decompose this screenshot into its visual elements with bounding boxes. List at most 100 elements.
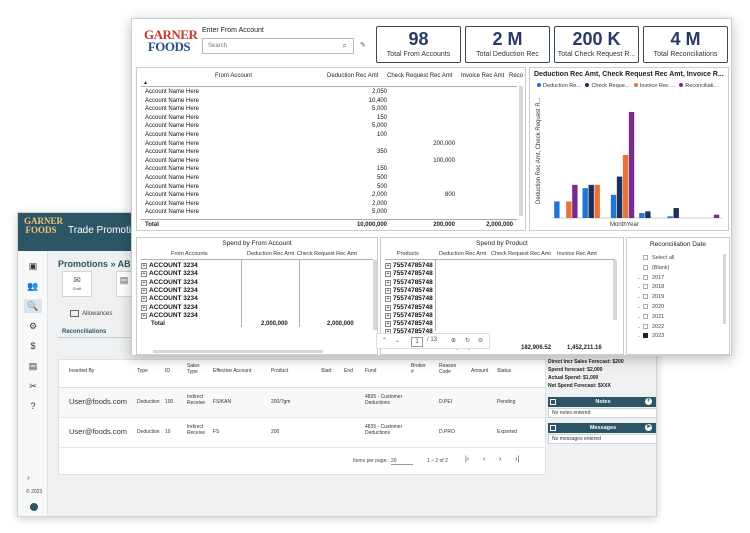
slicer-option[interactable]: ⌄ 2023 (637, 332, 664, 340)
col-effective-account[interactable]: Effective Account (213, 368, 252, 374)
table-row[interactable]: +75574785748 (385, 304, 433, 312)
add-note-icon[interactable]: + (645, 398, 652, 405)
table-row[interactable]: Account Name Here 5,000 (141, 105, 517, 114)
zoom-in-icon[interactable]: ⊕ (451, 338, 457, 344)
next-page-icon[interactable]: › (499, 456, 502, 463)
people-icon[interactable]: 👥 (27, 281, 39, 291)
messages-header[interactable]: Messages ➤ (548, 423, 656, 433)
expand-icon[interactable]: + (385, 287, 391, 294)
table-row[interactable]: + ACCOUNT 3234 (141, 312, 198, 320)
table-row[interactable]: +75574785748 (385, 320, 433, 328)
expand-icon[interactable]: + (141, 279, 147, 286)
col-reason-code[interactable]: Reason Code (439, 363, 457, 375)
table-row[interactable]: Account Name Here 2,000 (141, 200, 517, 209)
clear-filter-icon[interactable]: ✎ (360, 42, 366, 49)
table-row[interactable]: +75574785748 (385, 270, 433, 278)
chevron-down-icon[interactable]: ⌄ (637, 333, 642, 340)
page-down-icon[interactable]: ⌄ (395, 338, 401, 344)
slicer-option[interactable]: ⌄ 2021 (637, 313, 664, 321)
expand-rail-icon[interactable]: › (27, 473, 30, 482)
page-up-icon[interactable]: ⌃ (382, 338, 388, 344)
bar[interactable] (645, 211, 651, 218)
expand-icon[interactable]: + (385, 279, 391, 286)
slicer-option[interactable]: ⌄ 2017 (637, 274, 664, 282)
col-invoice[interactable]: Invoice Rec Amt (557, 251, 597, 257)
account-search-input[interactable]: Search ⌕ (202, 38, 354, 54)
legend-label[interactable]: Invoice Rec ... (639, 83, 675, 89)
table-row[interactable]: User@foods.com Deduction 10 Indirect Rec… (59, 418, 545, 448)
vertical-scrollbar[interactable] (613, 260, 617, 320)
chevron-down-icon[interactable]: ⌄ (637, 294, 642, 301)
checkbox[interactable] (643, 294, 648, 300)
expand-icon[interactable]: + (385, 304, 391, 311)
checkbox[interactable] (643, 333, 648, 339)
checkbox[interactable] (643, 274, 648, 280)
horizontal-scrollbar[interactable] (153, 350, 323, 353)
table-row[interactable]: Account Name Here 150 (141, 114, 517, 123)
col-check-request[interactable]: Check Request Rec Amt (491, 251, 551, 257)
legend-label[interactable]: Deduction Re... (543, 83, 581, 89)
expand-icon[interactable]: + (141, 263, 147, 269)
bar[interactable] (673, 208, 679, 218)
search-icon[interactable]: ⌕ (342, 41, 347, 50)
table-row[interactable]: User@foods.com Deduction 100 Indirect Re… (59, 388, 545, 418)
bar[interactable] (667, 216, 673, 218)
expand-icon[interactable]: + (141, 271, 147, 278)
bar[interactable] (594, 184, 600, 218)
col-end[interactable]: End (344, 368, 353, 374)
chevron-down-icon[interactable]: ⌄ (637, 284, 642, 291)
table-row[interactable]: + ACCOUNT 3234 (141, 270, 198, 278)
table-row[interactable]: Account Name Here 5,000 (141, 208, 517, 217)
table-row[interactable]: +75574785748 (385, 287, 433, 295)
col-amount[interactable]: Amount (471, 368, 489, 374)
col-product[interactable]: Product (271, 368, 289, 374)
expand-icon[interactable]: + (141, 312, 147, 319)
col-invoice-rec-amt[interactable]: Invoice Rec Amt (461, 73, 505, 79)
slicer-option[interactable]: (Blank) (637, 264, 669, 272)
bar[interactable] (566, 201, 572, 218)
checkbox[interactable] (643, 323, 648, 329)
chevron-down-icon[interactable]: ⌄ (637, 313, 642, 320)
col-type[interactable]: Type (137, 368, 148, 374)
reset-icon[interactable]: ↻ (465, 338, 471, 344)
bar[interactable] (588, 184, 594, 218)
search-nav-icon[interactable]: 🔍 (24, 299, 42, 313)
notes-header[interactable]: Notes + (548, 397, 656, 407)
table-row[interactable]: + ACCOUNT 3234 (141, 262, 198, 270)
table-row[interactable]: Account Name Here 100,000 (141, 157, 517, 166)
items-per-page-select[interactable]: 20 (391, 458, 413, 465)
legend-label[interactable]: Check Reque... (591, 83, 630, 89)
chevron-down-icon[interactable]: ⌄ (637, 323, 642, 330)
table-row[interactable]: Account Name Here 350 (141, 148, 517, 157)
table-row[interactable]: +75574785748 (385, 295, 433, 303)
slicer-option[interactable]: ⌄ 2019 (637, 293, 664, 301)
table-row[interactable]: + ACCOUNT 3234 (141, 279, 198, 287)
vertical-scrollbar[interactable] (373, 260, 377, 330)
table-row[interactable]: Account Name Here 200,000 (141, 140, 517, 149)
last-page-icon[interactable]: ›| (515, 456, 520, 463)
hold-card[interactable]: ▤ (116, 271, 132, 297)
slicer-option[interactable]: ⌄ 2020 (637, 303, 664, 311)
zoom-out-icon[interactable]: ⊖ (478, 338, 484, 344)
kpi-card[interactable]: 4 M Total Reconciliations (643, 26, 728, 63)
bar[interactable] (616, 176, 623, 218)
slicer-option[interactable]: Select all (637, 254, 674, 262)
bar[interactable] (582, 188, 588, 218)
col-sales-type[interactable]: Sales Type (187, 363, 200, 375)
table-row[interactable]: Account Name Here 500 (141, 174, 517, 183)
checkbox[interactable] (643, 304, 648, 310)
table-row[interactable]: +75574785748 (385, 262, 433, 270)
table-row[interactable]: Account Name Here 2,000 800 (141, 191, 517, 200)
finance-icon[interactable]: $ (30, 341, 36, 351)
bar[interactable] (713, 214, 720, 218)
bar[interactable] (572, 184, 578, 218)
chevron-down-icon[interactable]: ⌄ (637, 304, 642, 310)
expand-icon[interactable]: + (385, 271, 391, 278)
vertical-scrollbar[interactable] (723, 254, 726, 324)
bar[interactable] (628, 111, 635, 218)
slicer-option[interactable]: ⌄ 2018 (637, 283, 664, 291)
draft-card[interactable]: ✉ Draft (62, 271, 92, 297)
col-fund[interactable]: Fund (365, 368, 377, 374)
col-from-account[interactable]: From Account (215, 73, 253, 79)
bar[interactable] (554, 201, 560, 218)
